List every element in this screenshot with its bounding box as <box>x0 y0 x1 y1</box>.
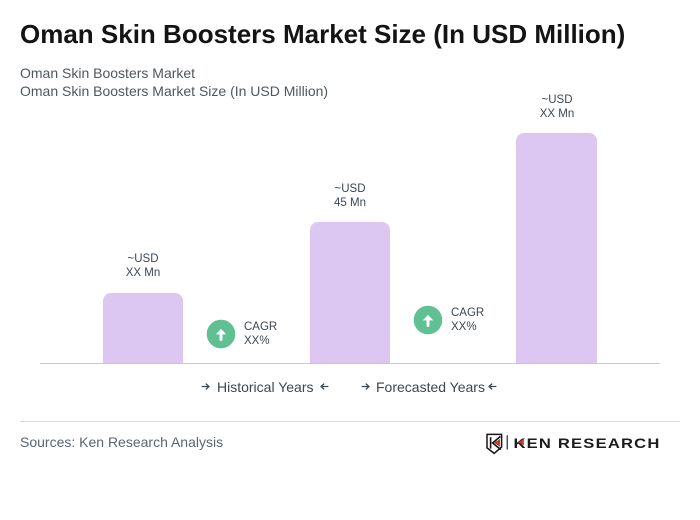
svg-text:KEN RESEARCH: KEN RESEARCH <box>514 435 661 451</box>
